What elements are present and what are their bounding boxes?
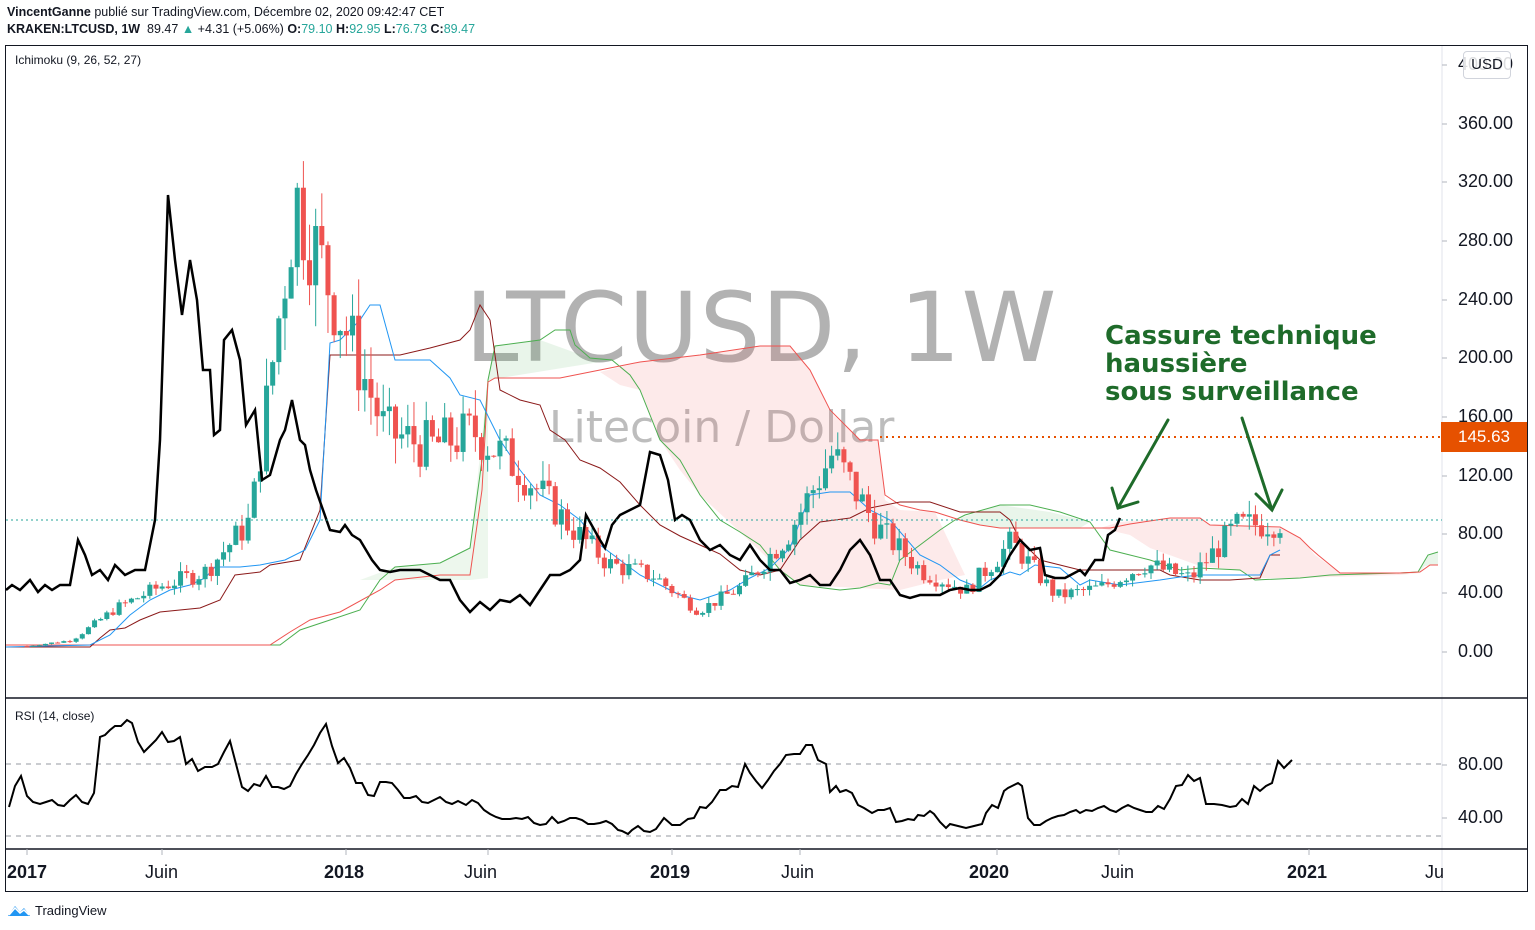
- annotation-line: haussière: [1105, 349, 1248, 379]
- high-label: H:: [335, 22, 350, 36]
- x-tick: Juin: [781, 862, 815, 882]
- published-text: publié sur TradingView.com, Décembre 02,…: [94, 5, 445, 19]
- rsi-y-tick: 80.00: [1458, 754, 1504, 774]
- last-price: 89.47: [147, 22, 179, 36]
- close-value: 89.47: [443, 22, 476, 36]
- candlestick-series: [24, 161, 1283, 648]
- open-label: O:: [287, 22, 302, 36]
- y-tick: 120.00: [1458, 465, 1514, 485]
- annotation-text[interactable]: Cassure technique haussière sous surveil…: [1105, 322, 1377, 406]
- close-label: C:: [430, 22, 444, 36]
- ichimoku-legend[interactable]: Ichimoku (9, 26, 52, 27): [15, 53, 142, 67]
- watermark-symbol: LTCUSD, 1W: [465, 272, 1058, 384]
- x-tick: 2017: [7, 862, 48, 882]
- x-tick: Juin: [464, 862, 498, 882]
- price-change: +4.31 (+5.06%): [197, 22, 284, 36]
- price-line-label: 145.63: [1441, 422, 1527, 452]
- tradingview-logo[interactable]: TradingView: [6, 902, 107, 918]
- x-tick: 2019: [650, 862, 691, 882]
- x-tick: 2021: [1287, 862, 1328, 882]
- y-tick: 80.00: [1458, 523, 1504, 543]
- high-value: 92.95: [349, 22, 381, 36]
- y-tick: 240.00: [1458, 289, 1514, 309]
- up-triangle-icon: ▲: [181, 22, 195, 36]
- brand-name: TradingView: [35, 902, 107, 918]
- author-name[interactable]: VincentGanne: [7, 5, 91, 19]
- annotation-line: sous surveillance: [1105, 377, 1359, 407]
- y-tick: 160.00: [1458, 406, 1514, 426]
- x-tick: 2018: [324, 862, 365, 882]
- x-tick: Juin: [145, 862, 179, 882]
- symbol-label[interactable]: KRAKEN:LTCUSD, 1W: [7, 22, 141, 36]
- tradingview-cloud-icon: [8, 906, 30, 916]
- chart-header: VincentGanne publié sur TradingView.com,…: [7, 4, 475, 38]
- y-tick: 320.00: [1458, 171, 1514, 191]
- currency-button[interactable]: USD: [1463, 51, 1511, 79]
- rsi-y-tick: 40.00: [1458, 807, 1504, 827]
- low-label: L:: [383, 22, 396, 36]
- x-tick: 2020: [969, 862, 1010, 882]
- low-value: 76.73: [395, 22, 428, 36]
- chart-frame: [5, 45, 1528, 892]
- x-tick: Juin: [1101, 862, 1135, 882]
- rsi-legend[interactable]: RSI (14, close): [15, 709, 95, 723]
- open-value: 79.10: [301, 22, 333, 36]
- x-tick: Ju: [1425, 862, 1445, 882]
- y-tick: 0.00: [1458, 641, 1494, 661]
- y-tick: 200.00: [1458, 347, 1514, 367]
- watermark-description: Litecoin / Dollar: [549, 402, 895, 453]
- y-tick: 280.00: [1458, 230, 1514, 250]
- annotation-line: Cassure technique: [1105, 321, 1377, 351]
- y-tick: 360.00: [1458, 113, 1514, 133]
- y-tick: 40.00: [1458, 582, 1504, 602]
